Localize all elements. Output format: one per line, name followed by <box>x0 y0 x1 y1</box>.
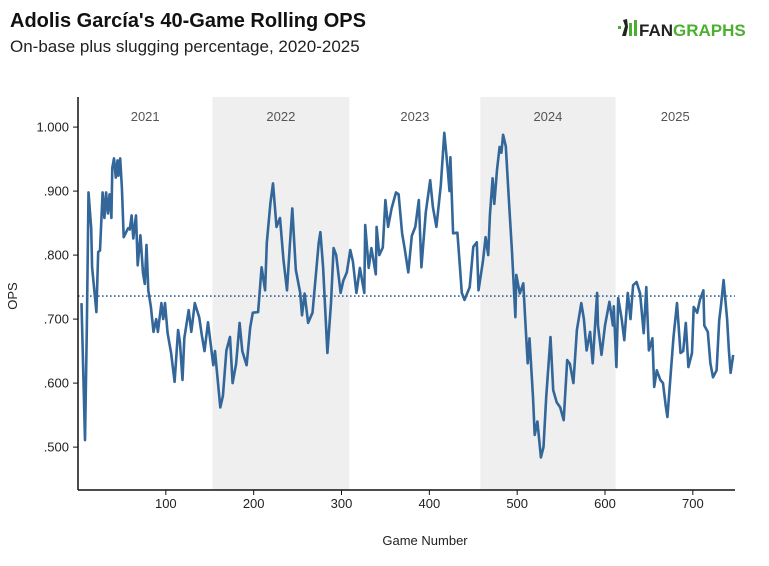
y-tick-label: .900 <box>44 184 69 199</box>
logo-text: FANGRAPHS <box>639 21 746 40</box>
x-tick-label: 100 <box>155 496 177 511</box>
logo-bar <box>629 23 632 36</box>
season-band-2024 <box>480 97 616 490</box>
x-axis-label: Game Number <box>382 533 468 548</box>
x-tick-label: 400 <box>418 496 440 511</box>
x-tick-label: 500 <box>506 496 528 511</box>
season-label-2021: 2021 <box>131 109 160 124</box>
ops-series-line <box>80 131 735 459</box>
season-label-2022: 2022 <box>266 109 295 124</box>
y-tick-label: 1.000 <box>36 120 69 135</box>
logo-dot <box>618 26 621 29</box>
chart-title: Adolis García's 40-Game Rolling OPS <box>10 10 366 32</box>
x-tick-label: 200 <box>243 496 265 511</box>
season-label-2023: 2023 <box>400 109 429 124</box>
fangraphs-logo: FANGRAPHS <box>618 19 746 40</box>
chart-subtitle: On-base plus slugging percentage, 2020-2… <box>10 37 360 56</box>
y-tick-label: .600 <box>44 376 69 391</box>
season-label-2024: 2024 <box>533 109 562 124</box>
season-band-2022 <box>212 97 350 490</box>
logo-bar <box>634 20 637 36</box>
y-axis-label: OPS <box>5 282 20 310</box>
season-label-2025: 2025 <box>661 109 690 124</box>
y-tick-label: .700 <box>44 312 69 327</box>
y-tick-label: .800 <box>44 248 69 263</box>
x-tick-label: 300 <box>331 496 353 511</box>
y-tick-label: .500 <box>44 440 69 455</box>
batter-icon <box>622 19 628 36</box>
x-tick-label: 700 <box>682 496 704 511</box>
x-tick-label: 600 <box>594 496 616 511</box>
